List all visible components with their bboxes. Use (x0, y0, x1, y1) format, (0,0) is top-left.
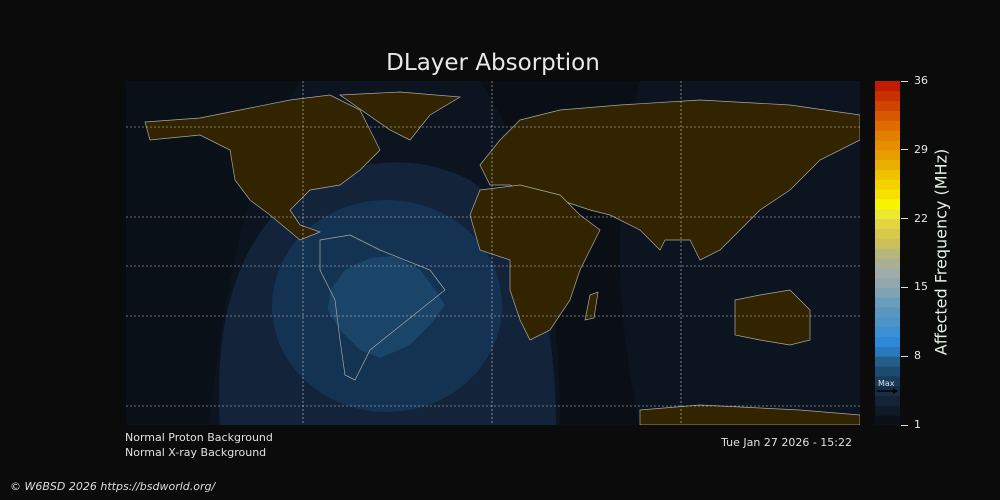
colorbar (875, 81, 900, 425)
colorbar-band (875, 326, 900, 338)
colorbar-band (875, 248, 900, 259)
colorbar-band (875, 120, 900, 131)
north-america (144, 94, 381, 241)
colorbar-band (875, 139, 900, 151)
africa (469, 184, 601, 341)
colorbar-tick: 36 (901, 74, 928, 87)
colorbar-band (875, 238, 900, 249)
colorbar-tick: 15 (901, 280, 928, 293)
greenland (338, 91, 462, 141)
colorbar-band (875, 405, 900, 416)
colorbar-band (875, 375, 900, 387)
antarctica (639, 404, 860, 425)
colorbar-band (875, 395, 900, 406)
colorbar-tick: 1 (901, 418, 921, 431)
colorbar-band (875, 110, 900, 121)
colorbar-band (875, 287, 900, 298)
colorbar-tick: 8 (901, 349, 921, 362)
max-marker-label: Max (878, 379, 895, 388)
colorbar-band (875, 208, 900, 220)
colorbar-band (875, 149, 900, 161)
colorbar-band (875, 169, 900, 180)
colorbar-band (875, 316, 900, 328)
credit: © W6BSD 2026 https://bsdworld.org/ (10, 480, 216, 493)
proton-status: Normal Proton Background (125, 431, 273, 444)
colorbar-tick: 29 (901, 143, 928, 156)
colorbar-band (875, 257, 900, 269)
colorbar-band (875, 218, 900, 229)
colorbar-band (875, 356, 900, 367)
absorption-map (126, 81, 860, 425)
timestamp: Tue Jan 27 2026 - 15:22 (721, 436, 852, 449)
colorbar-band (875, 100, 900, 111)
colorbar-band (875, 346, 900, 357)
colorbar-band (875, 179, 900, 190)
xray-status: Normal X-ray Background (125, 446, 267, 459)
colorbar-band (875, 90, 900, 102)
colorbar-label: Affected Frequency (MHz) (931, 148, 951, 356)
max-arrow-icon (877, 388, 898, 394)
colorbar-band (875, 189, 900, 200)
chart-title: DLayer Absorption (386, 50, 600, 76)
absorption-level-3 (328, 256, 445, 358)
australia (734, 289, 811, 346)
south-america (319, 234, 446, 381)
colorbar-band (875, 159, 900, 170)
colorbar-band (875, 267, 900, 279)
gridlines (126, 81, 860, 425)
colorbar-band (875, 277, 900, 288)
colorbar-band (875, 81, 900, 92)
colorbar-band (875, 228, 900, 239)
colorbar-band (875, 415, 900, 425)
land-masses (144, 91, 860, 425)
colorbar-band (875, 336, 900, 347)
colorbar-band (875, 198, 900, 210)
colorbar-tick: 22 (901, 212, 928, 225)
colorbar-band (875, 130, 900, 141)
madagascar (584, 291, 599, 321)
colorbar-band (875, 307, 900, 318)
colorbar-band (875, 366, 900, 377)
colorbar-band (875, 297, 900, 308)
